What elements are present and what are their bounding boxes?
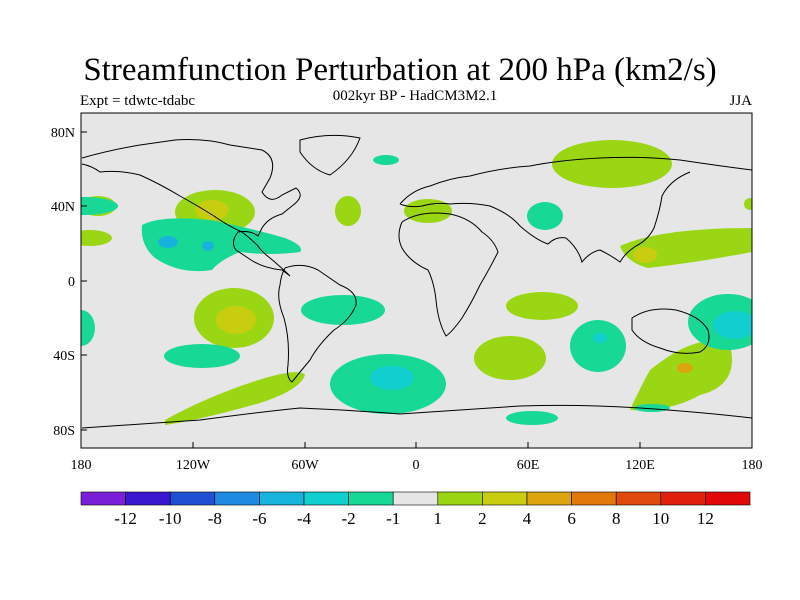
colorbar-swatch bbox=[348, 491, 394, 506]
x-tick-label: 60W bbox=[291, 458, 319, 473]
contour-neg-brazil bbox=[301, 295, 385, 325]
colorbar-swatch bbox=[571, 491, 617, 506]
coastlines bbox=[81, 134, 752, 429]
colorbar-label: 10 bbox=[652, 509, 669, 528]
x-tick-label: 60E bbox=[517, 458, 540, 473]
colorbar-swatch bbox=[392, 491, 439, 506]
contour-neg-tasman-core bbox=[713, 311, 752, 339]
colorbar-swatch bbox=[214, 491, 260, 506]
experiment-label: Expt = tdwtc-tdabc bbox=[80, 93, 196, 109]
colorbar-label: 2 bbox=[478, 509, 487, 528]
colorbar-swatch bbox=[482, 491, 528, 506]
x-tick-label: 180 bbox=[742, 458, 763, 473]
chart-subtitle: 002kyr BP - HadCM3M2.1 bbox=[332, 88, 498, 104]
colorbar-swatch bbox=[526, 491, 572, 506]
y-tick-label: 0 bbox=[68, 275, 75, 290]
colorbar-swatch bbox=[125, 491, 171, 506]
colorbar-labels: -12 -10 -8 -6 -4 -2 -1 1 2 4 6 8 10 12 bbox=[114, 509, 714, 528]
contour-pos-na-core bbox=[195, 200, 229, 220]
y-tick-label: 80N bbox=[51, 126, 75, 141]
contour-neg-mexico-core2 bbox=[202, 241, 214, 251]
x-tick-label: 120E bbox=[625, 458, 655, 473]
contour-pos-aus bbox=[630, 340, 732, 411]
colorbar-swatch bbox=[705, 491, 751, 506]
x-tick-label: 180 bbox=[71, 458, 92, 473]
season-label: JJA bbox=[729, 93, 752, 109]
colorbar-label: -2 bbox=[342, 509, 356, 528]
contour-pos-wpac-core bbox=[633, 247, 657, 263]
contour-neg-satl-core bbox=[370, 366, 414, 390]
contour-neg-so bbox=[506, 411, 558, 425]
contour-pos-so bbox=[165, 372, 305, 425]
colorbar-label: 1 bbox=[434, 509, 443, 528]
colorbar-swatch bbox=[169, 491, 216, 506]
colorbar-label: 12 bbox=[697, 509, 714, 528]
colorbar-label: 4 bbox=[523, 509, 532, 528]
contour-neg-npac bbox=[81, 197, 118, 215]
contour-neg-arabia bbox=[527, 202, 563, 230]
colorbar-swatch bbox=[259, 491, 305, 506]
y-axis-labels: 80N 40N 0 40S 80S bbox=[51, 126, 75, 439]
contour-neg-mexico-core bbox=[158, 236, 178, 248]
colorbar-label: -4 bbox=[297, 509, 312, 528]
chart-title: Streamfunction Perturbation at 200 hPa (… bbox=[83, 52, 717, 88]
colorbar bbox=[80, 491, 751, 506]
y-tick-label: 80S bbox=[53, 424, 75, 439]
contour-pos-sepac-core bbox=[216, 306, 256, 334]
x-tick-label: 0 bbox=[413, 458, 420, 473]
x-tick-label: 120W bbox=[176, 458, 211, 473]
colorbar-swatch bbox=[437, 491, 483, 506]
colorbar-swatch bbox=[660, 491, 706, 506]
contour-neg-arctic bbox=[373, 155, 399, 165]
contour-pos-siberia bbox=[552, 140, 672, 188]
y-tick-label: 40S bbox=[53, 349, 75, 364]
contour-pos-east-edge bbox=[744, 198, 752, 210]
contour-neg-sio-core bbox=[593, 333, 607, 343]
contour-neg-so2 bbox=[634, 404, 670, 412]
colorbar-swatch bbox=[615, 491, 662, 506]
colorbar-swatch bbox=[303, 491, 349, 506]
contour-pos-aus-core bbox=[677, 363, 693, 373]
axis-ticks bbox=[80, 131, 753, 448]
colorbar-label: -6 bbox=[252, 509, 266, 528]
contour-pos-med bbox=[404, 199, 452, 223]
colorbar-swatch bbox=[80, 491, 126, 506]
colorbar-label: -8 bbox=[208, 509, 222, 528]
contour-neg-sio bbox=[570, 320, 626, 372]
contour-neg-spac bbox=[164, 344, 240, 368]
colorbar-label: -10 bbox=[159, 509, 182, 528]
colorbar-label: -1 bbox=[386, 509, 400, 528]
y-tick-label: 40N bbox=[51, 200, 75, 215]
colorbar-label: -12 bbox=[114, 509, 137, 528]
colorbar-label: 8 bbox=[612, 509, 621, 528]
x-axis-labels: 180 120W 60W 0 60E 120E 180 bbox=[71, 458, 763, 473]
contour-neg-mexico bbox=[141, 218, 301, 272]
contour-pos-epac bbox=[81, 230, 112, 246]
contour-pos-satl bbox=[474, 336, 546, 380]
colorbar-label: 6 bbox=[567, 509, 576, 528]
contour-pos-sio bbox=[506, 292, 578, 320]
contour-fields bbox=[81, 140, 752, 425]
contour-neg-west-edge bbox=[81, 310, 95, 346]
contour-pos-atl bbox=[335, 196, 361, 226]
